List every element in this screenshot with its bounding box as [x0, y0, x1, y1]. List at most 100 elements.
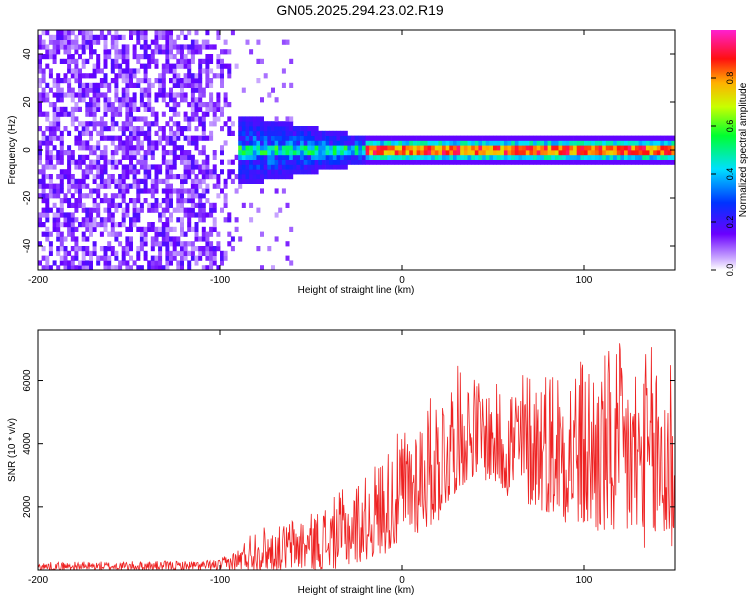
heatmap-cell	[180, 44, 184, 50]
heatmap-cell	[154, 169, 159, 175]
heatmap-cell	[343, 154, 348, 160]
heatmap-cell	[616, 159, 621, 165]
heatmap-cell	[584, 140, 588, 146]
heatmap-cell	[194, 183, 199, 189]
heatmap-cell	[154, 231, 159, 237]
heatmap-cell	[241, 178, 246, 184]
heatmap-cell	[143, 54, 148, 60]
heatmap-cell	[161, 231, 166, 237]
heatmap-cell	[70, 106, 75, 112]
heatmap-cell	[613, 150, 618, 156]
heatmap-cell	[660, 159, 665, 165]
heatmap-cell	[263, 159, 268, 165]
heatmap-cell	[81, 63, 86, 69]
heatmap-cell	[467, 154, 472, 160]
heatmap-cell	[285, 150, 290, 156]
heatmap-cell	[129, 111, 133, 117]
heatmap-cell	[602, 135, 607, 141]
heatmap-cell	[147, 63, 152, 69]
heatmap-cell	[89, 87, 93, 93]
heatmap-cell	[285, 135, 290, 141]
heatmap-cell	[340, 164, 345, 170]
heatmap-cell	[212, 174, 217, 180]
heatmap-cell	[267, 121, 272, 127]
heatmap-cell	[161, 236, 166, 242]
heatmap-cell	[442, 159, 446, 165]
heatmap-cell	[278, 174, 283, 180]
heatmap-cell	[56, 193, 61, 199]
heatmap-cell	[59, 174, 64, 180]
heatmap-cell	[99, 82, 104, 88]
heatmap-cell	[318, 130, 323, 136]
heatmap-cell	[300, 126, 305, 132]
heatmap-cell	[96, 212, 101, 218]
heatmap-cell	[48, 164, 53, 170]
heatmap-cell	[139, 207, 144, 213]
heatmap-cell	[150, 82, 155, 88]
heatmap-cell	[533, 140, 537, 146]
heatmap-cell	[434, 135, 439, 141]
heatmap-cell	[150, 154, 155, 160]
heatmap-cell	[212, 250, 217, 256]
heatmap-cell	[92, 87, 97, 93]
heatmap-cell	[48, 68, 53, 74]
heatmap-cell	[260, 58, 264, 64]
heatmap-cell	[598, 140, 603, 146]
heatmap-cell	[223, 140, 228, 146]
heatmap-cell	[205, 111, 210, 117]
heatmap-cell	[143, 188, 148, 194]
heatmap-cell	[230, 130, 235, 136]
heatmap-cell	[303, 145, 308, 151]
heatmap-cell	[201, 135, 206, 141]
heatmap-cell	[103, 222, 108, 228]
heatmap-cell	[307, 130, 312, 136]
heatmap-cell	[569, 135, 574, 141]
heatmap-cell	[205, 58, 210, 64]
heatmap-cell	[85, 154, 90, 160]
heatmap-cell	[391, 159, 396, 165]
heatmap-cell	[198, 169, 203, 175]
heatmap-cell	[289, 150, 294, 156]
heatmap-cell	[631, 140, 636, 146]
heatmap-cell	[52, 121, 57, 127]
heatmap-cell	[176, 188, 181, 194]
heatmap-cell	[41, 73, 46, 79]
heatmap-cell	[216, 116, 221, 122]
heatmap-cell	[45, 150, 50, 156]
heatmap-cell	[274, 236, 279, 242]
heatmap-cell	[92, 106, 97, 112]
heatmap-cell	[365, 145, 370, 151]
heatmap-cell	[176, 193, 181, 199]
heatmap-cell	[103, 217, 108, 223]
heatmap-cell	[605, 159, 610, 165]
heatmap-cell	[45, 140, 50, 146]
heatmap-cell	[107, 30, 112, 36]
heatmap-cell	[56, 39, 61, 45]
heatmap-cell	[482, 145, 487, 151]
heatmap-cell	[336, 130, 341, 136]
heatmap-cell	[205, 102, 210, 108]
heatmap-cell	[212, 73, 217, 79]
heatmap-cell	[249, 121, 254, 127]
heatmap-cell	[103, 198, 108, 204]
heatmap-cell	[190, 116, 195, 122]
heatmap-cell	[89, 207, 93, 213]
heatmap-cell	[296, 150, 301, 156]
heatmap-cell	[107, 135, 112, 141]
heatmap-cell	[544, 135, 548, 141]
heatmap-cell	[110, 44, 115, 50]
heatmap-cell	[252, 135, 257, 141]
heatmap-cell	[139, 126, 144, 132]
heatmap-cell	[56, 236, 61, 242]
heatmap-cell	[107, 207, 112, 213]
heatmap-cell	[38, 97, 42, 103]
heatmap-cell	[252, 145, 257, 151]
heatmap-cell	[96, 222, 101, 228]
heatmap-cell	[150, 164, 155, 170]
heatmap-cell	[660, 140, 665, 146]
heatmap-cell	[627, 150, 632, 156]
heatmap-cell	[514, 135, 519, 141]
heatmap-cell	[540, 140, 545, 146]
heatmap-cell	[180, 87, 184, 93]
heatmap-cell	[296, 169, 301, 175]
